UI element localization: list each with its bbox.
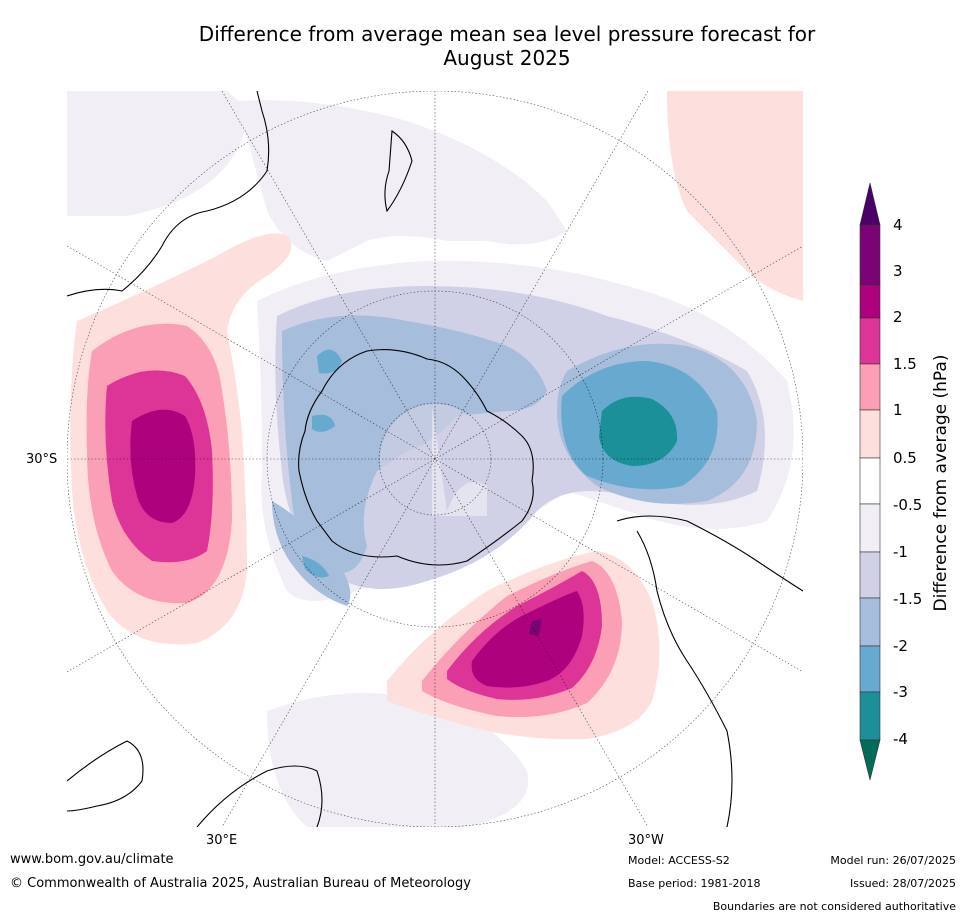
cbar-15-2 xyxy=(859,317,881,365)
core-3-4 xyxy=(529,619,542,636)
footer-website: www.bom.gov.au/climate xyxy=(10,852,174,867)
cbar-over xyxy=(859,182,881,226)
cbar-tick-m0.5: -0.5 xyxy=(893,496,923,514)
australia-coast xyxy=(67,91,270,297)
footer-copyright: © Commonwealth of Australia 2025, Austra… xyxy=(10,876,471,891)
south-america-east-coast xyxy=(636,530,733,827)
label-30e: 30°E xyxy=(206,833,238,848)
cbar-tick-m4: -4 xyxy=(893,730,908,748)
anomaly-band-m4-m3 xyxy=(599,396,678,466)
positive-lobe-west xyxy=(70,233,292,645)
colorbar xyxy=(859,182,881,781)
cbar-3-4 xyxy=(859,224,881,286)
footer-model: Model: ACCESS-S2 xyxy=(628,854,730,867)
cbar-tick-0.5: 0.5 xyxy=(893,449,917,467)
cbar-m1-m05 xyxy=(859,503,881,553)
positive-lobe-south xyxy=(387,551,660,740)
cbar-1-15 xyxy=(859,363,881,411)
cbar-m2-m15 xyxy=(859,597,881,647)
cbar-tick-1: 1 xyxy=(893,401,903,419)
cbar-05-1 xyxy=(859,409,881,459)
label-30s: 30°S xyxy=(26,452,58,467)
footer-disclaimer: Boundaries are not considered authoritat… xyxy=(712,900,956,913)
title-line-1: Difference from average mean sea level p… xyxy=(198,22,816,46)
colorbar-title-text: Difference from average (hPa) xyxy=(931,354,951,612)
africa-coast-fragment xyxy=(67,740,144,812)
antarctica-coast xyxy=(298,349,534,566)
map-title: Difference from average mean sea level p… xyxy=(0,22,965,70)
cbar-tick-m1.5: -1.5 xyxy=(893,590,923,608)
new-zealand-coast xyxy=(384,130,413,213)
graticule xyxy=(67,91,803,827)
cbar-tick-2: 2 xyxy=(893,308,903,326)
cbar-m4-m3 xyxy=(859,691,881,741)
south-america-coast xyxy=(616,515,803,592)
africa-coast-fragment-2 xyxy=(196,765,323,827)
footer-base-period: Base period: 1981-2018 xyxy=(628,877,761,890)
pressure-anomaly-map xyxy=(67,91,803,827)
cbar-tick-4: 4 xyxy=(893,216,903,234)
cbar-tick-m2: -2 xyxy=(893,637,908,655)
title-line-2: August 2025 xyxy=(443,46,571,70)
cbar-tick-m1: -1 xyxy=(893,543,908,561)
cbar-under xyxy=(859,739,881,781)
coastlines xyxy=(67,91,803,827)
cbar-2-3 xyxy=(859,284,881,319)
cbar-tick-3: 3 xyxy=(893,262,903,280)
cbar-m15-m1 xyxy=(859,551,881,599)
positive-corner-ne xyxy=(667,91,803,301)
cbar-neutral xyxy=(859,457,881,505)
footer-issued: Issued: 28/07/2025 xyxy=(849,877,956,890)
cbar-tick-m3: -3 xyxy=(893,683,908,701)
footer-model-run: Model run: 26/07/2025 xyxy=(830,854,956,867)
cbar-tick-1.5: 1.5 xyxy=(893,355,917,373)
cbar-m3-m2 xyxy=(859,645,881,693)
label-30w: 30°W xyxy=(628,833,664,848)
